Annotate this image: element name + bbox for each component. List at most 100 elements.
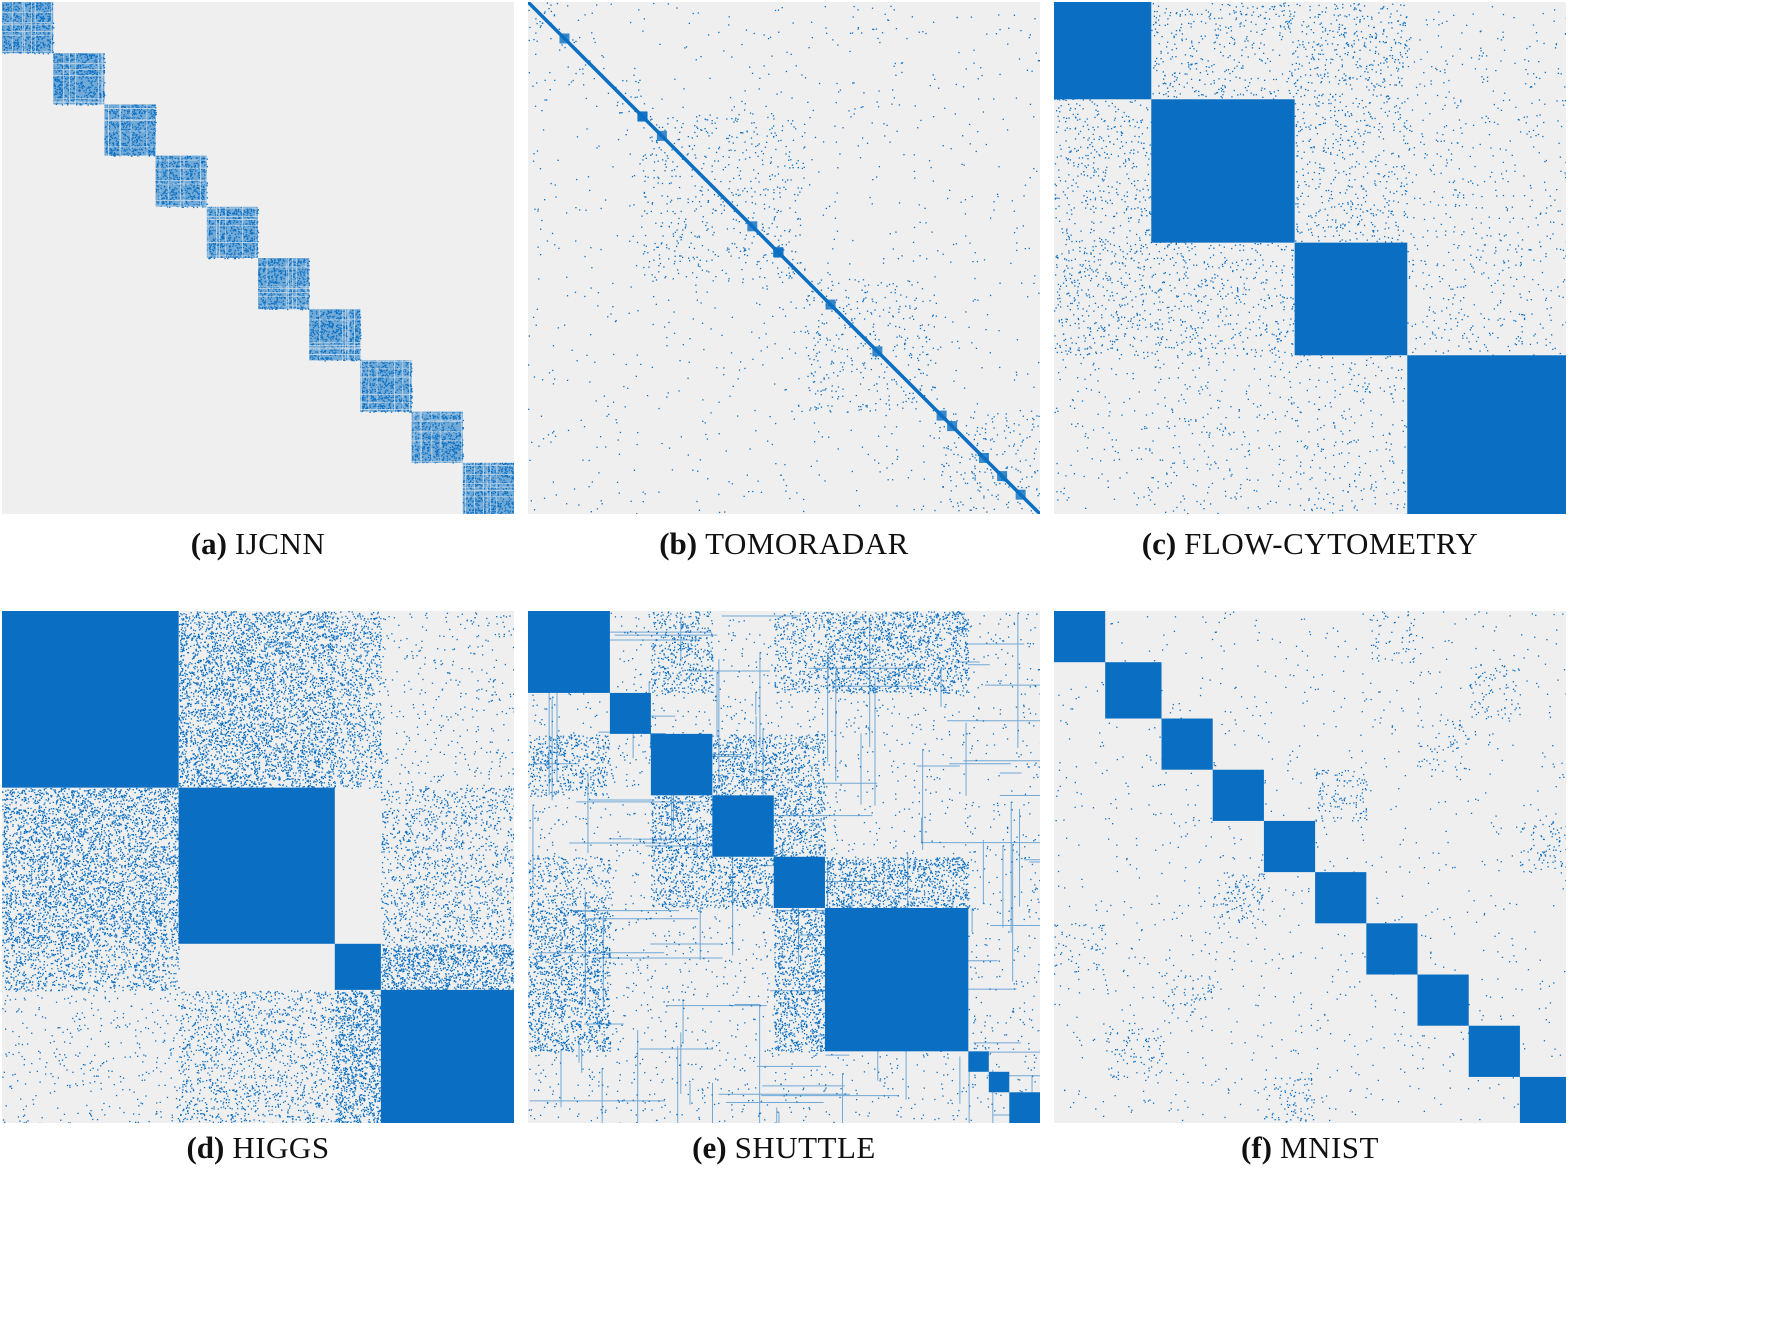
offdiag-block-4-5: [773, 908, 827, 1053]
diagonal-block-8: [1009, 1092, 1040, 1123]
diagonal-block-3: [712, 795, 774, 857]
diagonal-block-0: [528, 611, 610, 693]
offdiag-block-0-3: [2, 990, 180, 1123]
heatmap-mnist: [1054, 611, 1566, 1123]
diagonal-block-dots-2: [104, 104, 157, 157]
diagonal-block-1: [609, 692, 651, 734]
diagonal-block-3: [380, 989, 514, 1123]
diagonal-block-texture-2: [104, 104, 156, 156]
offdiag-block-5-3: [1315, 769, 1368, 822]
offdiag-block-1-8: [1105, 1026, 1163, 1078]
offdiag-block-3-2: [1407, 243, 1566, 356]
caption-name-b: TOMORADAR: [705, 526, 909, 561]
diagonal-block-dots-1: [559, 36, 581, 51]
offdiag-block-0-3: [1054, 355, 1153, 509]
offdiag-block-4-3: [773, 795, 827, 858]
offdiag-block-0-2: [528, 734, 611, 797]
caption-mnist: (f) MNIST: [1020, 1130, 1600, 1166]
diagonal-cluster: [1015, 489, 1026, 500]
diagonal-block-texture-8: [411, 411, 463, 463]
offdiag-block-2-1: [1294, 99, 1409, 244]
caption-ijcnn: (a) IJCNN: [0, 526, 548, 562]
diagonal-block-texture-1: [53, 53, 105, 105]
diagonal-cluster: [872, 346, 883, 357]
diagonal-block-1: [1151, 99, 1295, 243]
diagonal-block-dots-4: [640, 114, 806, 280]
diagonal-block-8: [1468, 1025, 1520, 1077]
panel-ijcnn: [2, 2, 514, 514]
offdiag-block-3-2: [712, 733, 775, 797]
panel-tomoradar: [528, 2, 1040, 514]
streak-lines: [529, 612, 1040, 1123]
diagonal-block-texture-3: [155, 155, 207, 207]
offdiag-block-8-1: [1469, 664, 1521, 720]
diagonal-block-2: [650, 733, 713, 796]
diagonal-block-dots-5: [258, 258, 310, 311]
diagonal-block-7: [1417, 974, 1469, 1026]
diagonal-block-4: [206, 206, 258, 258]
diagonal-block-edge-2: [1294, 265, 1325, 357]
offdiag-block-2-0: [651, 611, 714, 695]
diagonal-block-5: [1315, 872, 1367, 924]
diagonal-cluster: [656, 130, 667, 141]
diagonal-block-0: [2, 611, 179, 788]
offdiag-block-0-2: [1054, 243, 1152, 356]
diagonal-block-edge-1: [1151, 128, 1189, 244]
offdiag-block-2-3: [334, 990, 383, 1123]
offdiag-block-2-0: [1294, 3, 1409, 101]
caption-name-c: FLOW-CYTOMETRY: [1184, 526, 1478, 561]
offdiag-block-2-4: [650, 856, 714, 909]
caption-tag-b: (b): [659, 526, 697, 561]
offdiag-block-7-2: [1418, 719, 1470, 771]
diagonal-block-texture-9: [462, 462, 514, 514]
caption-higgs: (d) HIGGS: [0, 1130, 548, 1166]
diagonal-block-edge-0: [1054, 21, 1080, 101]
caption-tag-d: (d): [186, 1130, 224, 1165]
diagonal-block-7: [988, 1071, 1010, 1093]
offdiag-block-0-5: [528, 908, 612, 1053]
offdiag-block-2-7: [1161, 974, 1214, 1024]
offdiag-block-0-1: [2, 787, 180, 946]
diagonal-cluster: [637, 111, 648, 122]
diagonal-cluster: [747, 221, 758, 232]
panel-mnist: [1054, 611, 1566, 1123]
offdiag-block-0-1: [1054, 99, 1153, 244]
panel-flow-cytometry: [1054, 2, 1566, 514]
diagonal-block-5: [824, 907, 969, 1052]
diagonal-block-edge-3: [1407, 387, 1449, 514]
diagonal-block-0: [1054, 611, 1106, 663]
diagonal-block-texture-0: [2, 2, 54, 54]
offdiag-block-2-0: [334, 611, 383, 789]
caption-name-d: HIGGS: [232, 1130, 329, 1165]
diagonal-block-6: [1366, 923, 1418, 975]
diagonal-block-0: [1054, 2, 1152, 100]
offdiag-block-2-3: [1295, 355, 1408, 514]
panel-higgs: [2, 611, 514, 1123]
diagonal-block-1: [178, 787, 335, 944]
offdiag-block-2-3: [650, 795, 714, 858]
caption-name-e: SHUTTLE: [735, 1130, 876, 1165]
diagonal-block-texture-6: [309, 309, 361, 361]
offdiag-block-3-4: [712, 856, 775, 910]
offdiag-block-4-9: [1264, 1077, 1315, 1123]
caption-name-f: MNIST: [1280, 1130, 1379, 1165]
diagonal-cluster: [773, 247, 784, 258]
offdiag-block-0-6: [1054, 923, 1107, 976]
diagonal-block-texture-5: [258, 258, 310, 310]
heatmap-shuttle: [528, 611, 1040, 1123]
offdiag-block-9-4: [1519, 821, 1566, 873]
diagonal-block-texture-7: [360, 360, 412, 412]
offdiag-block-1-0: [1151, 2, 1296, 100]
diagonal-block-4: [1263, 820, 1316, 873]
caption-name-a: IJCNN: [235, 526, 325, 561]
offdiag-block-1-0: [178, 611, 336, 789]
diagonal-block-3: [1212, 769, 1264, 821]
heatmap-tomoradar: [528, 2, 1040, 514]
caption-tag-a: (a): [191, 526, 227, 561]
diagonal-cluster: [559, 33, 570, 44]
offdiag-block-5-0: [825, 611, 970, 695]
heatmap-flow-cytometry: [1054, 2, 1566, 514]
diagonal-block-4: [773, 856, 825, 908]
offdiag-block-3-0: [380, 612, 514, 789]
offdiag-block-4-2: [773, 733, 827, 796]
